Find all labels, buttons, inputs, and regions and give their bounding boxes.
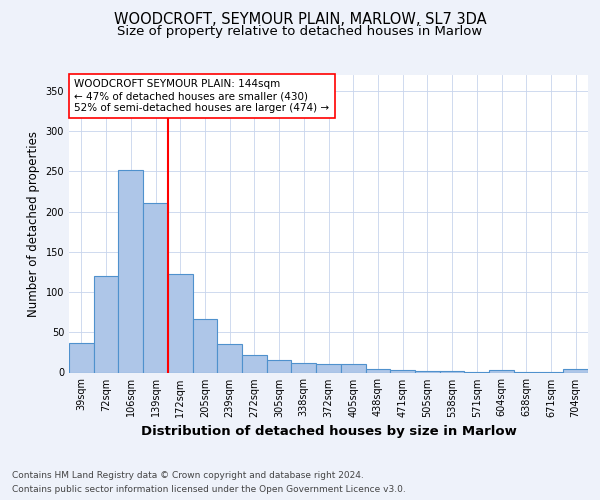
Bar (390, 370, 415, 372)
Bar (563, 370, 588, 372)
Bar (292, 363, 316, 372)
Text: Size of property relative to detached houses in Marlow: Size of property relative to detached ho… (118, 25, 482, 38)
Bar (94, 276, 118, 372)
Bar (118, 170, 143, 372)
Bar (69, 343, 94, 372)
Bar (267, 360, 292, 372)
X-axis label: Distribution of detached houses by size in Marlow: Distribution of detached houses by size … (140, 425, 517, 438)
Bar (143, 203, 168, 372)
Bar (341, 364, 365, 372)
Bar (168, 274, 193, 372)
Bar (415, 371, 440, 372)
Bar (489, 370, 514, 372)
Text: WOODCROFT SEYMOUR PLAIN: 144sqm
← 47% of detached houses are smaller (430)
52% o: WOODCROFT SEYMOUR PLAIN: 144sqm ← 47% of… (74, 80, 329, 112)
Bar (217, 344, 242, 372)
Bar (242, 355, 267, 372)
Bar (193, 318, 217, 372)
Bar (365, 370, 390, 372)
Text: Contains HM Land Registry data © Crown copyright and database right 2024.: Contains HM Land Registry data © Crown c… (12, 471, 364, 480)
Bar (440, 371, 464, 372)
Y-axis label: Number of detached properties: Number of detached properties (27, 130, 40, 317)
Text: WOODCROFT, SEYMOUR PLAIN, MARLOW, SL7 3DA: WOODCROFT, SEYMOUR PLAIN, MARLOW, SL7 3D… (113, 12, 487, 28)
Bar (316, 364, 341, 372)
Text: Contains public sector information licensed under the Open Government Licence v3: Contains public sector information licen… (12, 485, 406, 494)
